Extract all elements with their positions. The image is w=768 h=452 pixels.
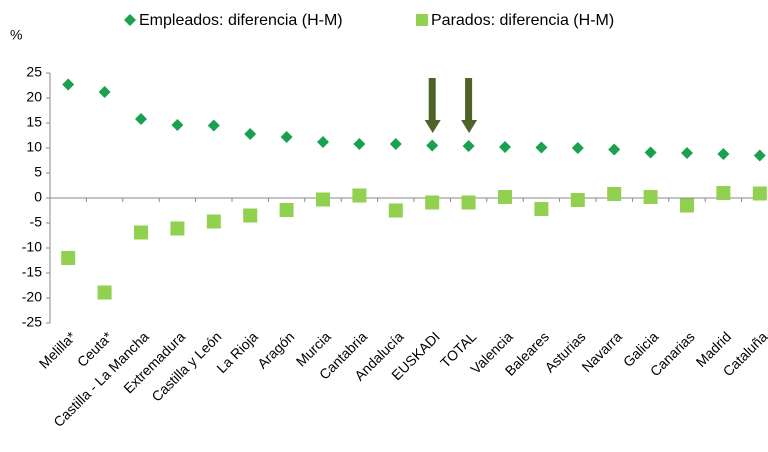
- legend-label: Parados: diferencia (H-M): [431, 12, 614, 29]
- y-tick-label: -5: [30, 214, 43, 230]
- y-tick-label: -10: [22, 239, 42, 255]
- diamond-marker: [62, 78, 75, 91]
- arrow-shaft: [428, 78, 436, 120]
- diamond-marker: [426, 139, 439, 152]
- arrow-head: [424, 120, 441, 133]
- y-tick-label: 15: [26, 114, 42, 130]
- square-marker: [680, 198, 694, 213]
- y-tick-label: -15: [22, 264, 42, 280]
- diamond-marker: [207, 119, 220, 132]
- y-tick-label: -20: [22, 289, 42, 305]
- x-tick-label: La Rioja: [213, 328, 261, 376]
- legend-item: Empleados: diferencia (H-M): [124, 12, 343, 29]
- square-marker: [243, 208, 258, 223]
- x-tick-label: Melilla*: [36, 328, 80, 372]
- legend-marker: [124, 14, 136, 26]
- square-marker: [388, 203, 403, 218]
- y-tick-label: 10: [26, 139, 42, 155]
- diamond-marker: [353, 138, 366, 150]
- square-marker: [498, 190, 512, 204]
- square-marker: [316, 192, 330, 207]
- diamond-marker: [608, 143, 621, 156]
- square-marker: [97, 285, 112, 300]
- square-marker: [752, 186, 767, 201]
- diamond-marker: [717, 148, 730, 160]
- y-tick-label: 0: [34, 189, 42, 205]
- square-marker: [170, 221, 185, 236]
- diamond-marker: [462, 140, 475, 152]
- diamond-marker: [535, 141, 548, 154]
- diamond-marker: [280, 131, 293, 143]
- diamond-marker: [753, 149, 766, 162]
- legend-marker: [416, 14, 428, 26]
- arrow-shaft: [465, 78, 473, 120]
- square-marker: [61, 251, 76, 265]
- square-marker: [607, 187, 622, 201]
- square-marker: [134, 225, 148, 240]
- y-tick-label: 25: [26, 64, 42, 80]
- square-marker: [461, 195, 476, 210]
- y-tick-label: -25: [22, 314, 42, 330]
- diamond-marker: [98, 86, 111, 98]
- square-marker: [534, 202, 549, 216]
- diamond-marker: [244, 128, 257, 140]
- square-marker: [425, 195, 440, 210]
- diamond-marker: [317, 136, 329, 148]
- x-tick-label: Navarra: [578, 328, 625, 375]
- diamond-marker: [171, 119, 184, 131]
- square-marker: [206, 214, 221, 229]
- legend-label: Empleados: diferencia (H-M): [139, 12, 343, 29]
- diamond-marker: [389, 138, 402, 150]
- x-tick-label: Asturias: [541, 328, 588, 375]
- arrow-head: [461, 120, 478, 133]
- y-tick-label: 20: [26, 89, 42, 105]
- arrows: [424, 78, 478, 133]
- y-tick-label: 5: [34, 164, 42, 180]
- x-tick-label: Aragón: [254, 328, 297, 371]
- diamond-marker: [571, 142, 584, 154]
- square-marker: [279, 203, 294, 217]
- square-marker: [643, 190, 658, 204]
- diamond-marker: [499, 141, 511, 153]
- square-marker: [570, 193, 585, 207]
- diamond-marker: [135, 113, 147, 125]
- diamond-marker: [681, 147, 693, 159]
- legend-item: Parados: diferencia (H-M): [416, 12, 614, 29]
- square-marker: [716, 186, 731, 200]
- y-axis-label: %: [10, 27, 22, 43]
- diamond-marker: [644, 146, 657, 159]
- square-marker: [352, 188, 367, 203]
